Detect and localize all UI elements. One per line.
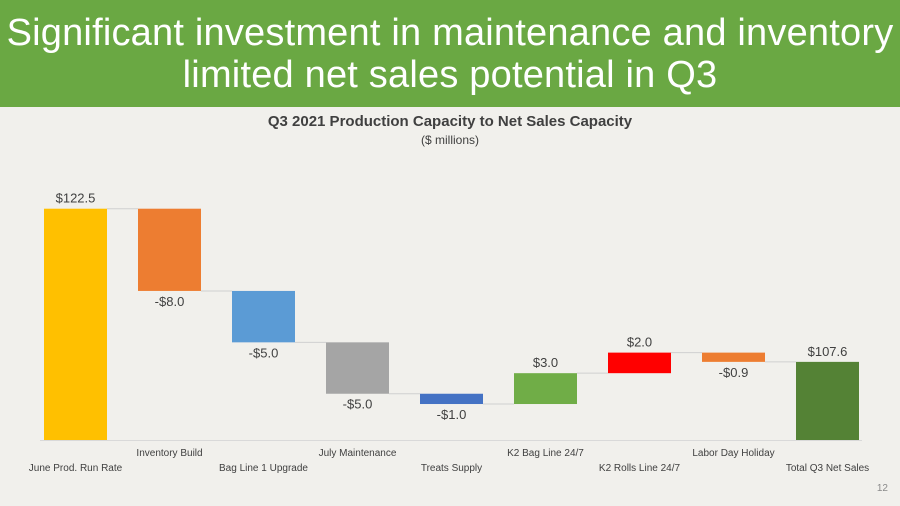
data-label-2: -$8.0 (155, 294, 185, 309)
slide-title-line-1: Significant investment in maintenance an… (6, 11, 894, 54)
bar-4 (326, 342, 389, 394)
data-label-9: $107.6 (808, 344, 848, 359)
category-label-4: July Maintenance (319, 448, 397, 459)
slide-title-line-2: limited net sales potential in Q3 (182, 53, 718, 96)
bar-2 (138, 208, 201, 291)
data-label-7: $2.0 (627, 335, 652, 350)
category-label-8: Labor Day Holiday (692, 448, 774, 459)
chart-title: Q3 2021 Production Capacity to Net Sales… (267, 113, 633, 130)
data-label-5: -$1.0 (437, 407, 467, 422)
category-label-1: June Prod. Run Rate (29, 463, 123, 474)
data-label-3: -$5.0 (249, 345, 279, 360)
slide-header: Significant investment in maintenance an… (0, 0, 900, 107)
chart-subtitle: ($ millions) (420, 133, 479, 147)
category-label-7: K2 Rolls Line 24/7 (599, 463, 681, 474)
bar-1 (44, 208, 107, 440)
category-label-6: K2 Bag Line 24/7 (507, 448, 584, 459)
page-number: 12 (876, 483, 888, 494)
bar-3 (232, 290, 295, 343)
category-label-3: Bag Line 1 Upgrade (219, 463, 308, 474)
category-label-2: Inventory Build (136, 448, 202, 459)
bar-9 (796, 361, 859, 440)
bar-8 (702, 352, 765, 362)
category-label-5: Treats Supply (421, 463, 482, 474)
data-label-1: $122.5 (56, 191, 96, 206)
bar-5 (420, 393, 483, 405)
bar-7 (608, 352, 671, 374)
category-label-9: Total Q3 Net Sales (786, 463, 869, 474)
bar-6 (514, 373, 577, 405)
data-label-6: $3.0 (533, 355, 558, 370)
data-label-4: -$5.0 (343, 397, 373, 412)
data-label-8: -$0.9 (719, 365, 749, 380)
